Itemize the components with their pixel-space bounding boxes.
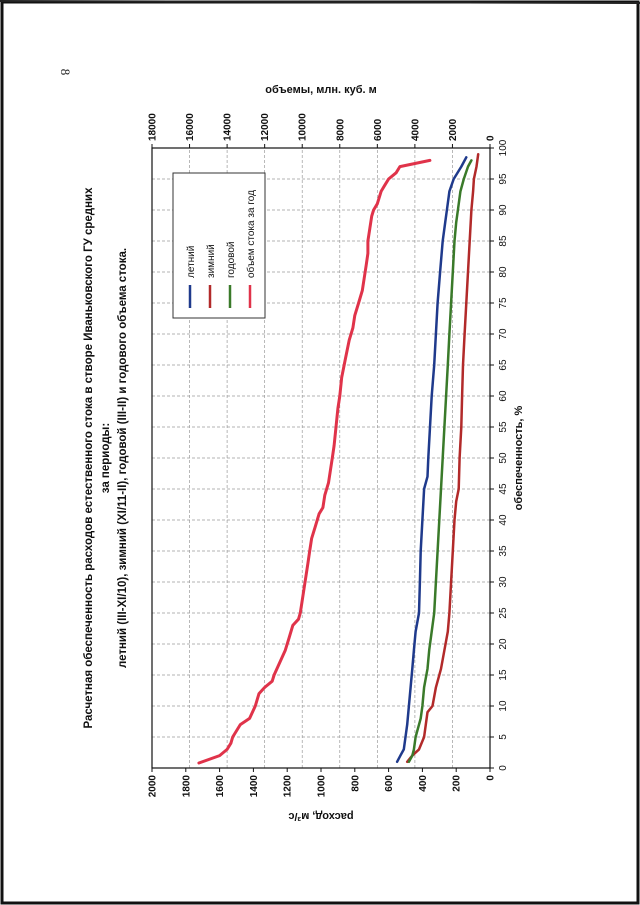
y-tick-label: 1600 — [215, 775, 226, 798]
y-tick-label: 0 — [486, 775, 497, 781]
x-tick-label: 60 — [498, 390, 509, 402]
y2-tick-label: 10000 — [298, 113, 309, 141]
y2-tick-label: 2000 — [448, 118, 459, 141]
legend-label-volume: объем стока за год — [245, 190, 257, 278]
y2-axis-label: объемы, млн. куб. м — [265, 84, 377, 96]
series-line-winter — [405, 152, 480, 764]
x-tick-label: 20 — [498, 638, 509, 650]
x-tick-label: 85 — [498, 235, 509, 247]
y-tick-label: 1400 — [249, 775, 260, 798]
x-tick-label: 80 — [498, 266, 509, 278]
x-tick-label: 90 — [498, 204, 509, 216]
legend-label-winter: зимний — [206, 244, 217, 278]
x-tick-label: 65 — [498, 359, 509, 371]
legend-label-summer: летний — [186, 246, 197, 278]
chart-root: 0 5 10 15 20 25 30 35 40 45 50 55 60 65 70 75 80 85 90 95 10… — [83, 84, 525, 822]
x-tick-label: 70 — [498, 328, 509, 340]
x-tick-label: 50 — [498, 452, 509, 464]
x-tick-label: 10 — [498, 700, 509, 712]
legend-label-annual: годовой — [226, 241, 237, 278]
x-tick-label: 75 — [498, 297, 509, 309]
x-tick-label: 100 — [498, 139, 509, 156]
x-tick-label: 45 — [498, 483, 509, 495]
y2-tick-label: 14000 — [223, 113, 234, 141]
y-tick-label: 2000 — [148, 775, 159, 798]
y2-tick-label: 8000 — [335, 118, 346, 141]
chart-title-line-1: Расчетная обеспеченность расходов естест… — [83, 187, 95, 729]
y2-tick-label: 0 — [486, 135, 497, 141]
y2-tick-label: 12000 — [260, 113, 271, 141]
y2-tick-label: 6000 — [373, 118, 384, 141]
y2-tick-label: 4000 — [410, 118, 421, 141]
x-tick-label: 15 — [498, 669, 509, 681]
x-axis-label: обеспеченность, % — [513, 405, 525, 510]
y-tick-label: 1800 — [181, 775, 192, 798]
y-tick-label: 800 — [350, 775, 361, 792]
x-tick-label: 35 — [498, 545, 509, 557]
y-tick-label: 1000 — [317, 775, 328, 798]
y2-tick-label: 18000 — [148, 113, 159, 141]
chart-title-line-3: летний (III-XI/10), зимний (XI/11-II), г… — [117, 248, 129, 668]
series-line-volume — [197, 158, 432, 765]
x-tick-label: 30 — [498, 576, 509, 588]
y-tick-label: 600 — [384, 775, 395, 792]
x-tick-label: 25 — [498, 607, 509, 619]
series-line-annual — [407, 159, 473, 764]
y2-tick-label: 16000 — [185, 113, 196, 141]
y-tick-label: 1200 — [283, 775, 294, 798]
y-tick-label: 200 — [452, 775, 463, 792]
x-tick-label: 5 — [498, 734, 509, 740]
x-tick-label: 0 — [498, 765, 509, 771]
x-tick-label: 55 — [498, 421, 509, 433]
x-tick-label: 40 — [498, 514, 509, 526]
series-line-summer — [395, 156, 468, 764]
y-axis-label: расход, м³/с — [288, 810, 353, 822]
legend-box — [172, 172, 266, 319]
chart-title-line-2: за периоды: — [100, 423, 112, 493]
y-tick-label: 400 — [418, 775, 429, 792]
x-tick-label: 95 — [498, 173, 509, 185]
